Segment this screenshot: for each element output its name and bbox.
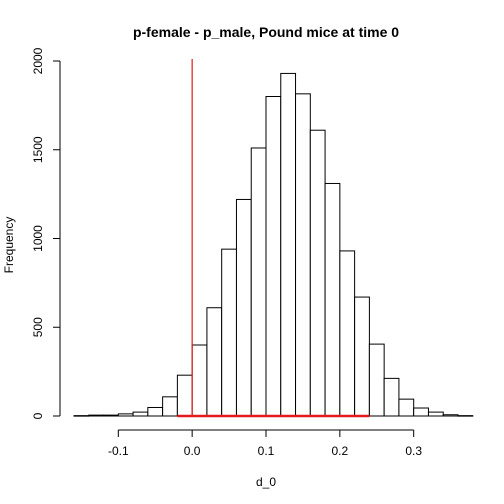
- x-tick-label-3: 0.2: [332, 444, 349, 458]
- histogram-bar-15: [295, 93, 311, 417]
- histogram-bar-3: [117, 413, 134, 417]
- x-tick-label-4: 0.3: [405, 444, 422, 458]
- y-axis: 0 500 1000 1500 2000: [31, 47, 61, 419]
- histogram-bar-22: [398, 398, 415, 417]
- histogram-bar-4: [132, 411, 149, 417]
- histogram-bar-9: [206, 307, 223, 417]
- chart-title: p-female - p_male, Pound mice at time 0: [133, 24, 399, 40]
- histogram-bar-7: [176, 374, 193, 417]
- x-tick-label-1: 0.0: [184, 444, 201, 458]
- histogram-bar-20: [368, 343, 385, 417]
- y-tick-label-4: 2000: [31, 47, 45, 74]
- x-axis-label: d_0: [256, 475, 276, 489]
- histogram-bar-19: [354, 296, 370, 417]
- histogram-bar-13: [265, 96, 282, 417]
- y-tick-label-3: 1500: [31, 136, 45, 163]
- histogram-bar-25: [442, 414, 459, 417]
- histogram-bar-12: [250, 147, 267, 417]
- histogram-bar-6: [162, 396, 178, 417]
- x-axis: -0.1 0.0 0.1 0.2 0.3: [108, 429, 422, 458]
- histogram-bar-8: [191, 344, 208, 417]
- y-tick-label-0: 0: [31, 412, 45, 419]
- histogram-bar-10: [221, 248, 237, 417]
- histogram-bar-24: [427, 411, 444, 417]
- histogram-bar-5: [147, 406, 164, 417]
- histogram-bar-14: [280, 72, 297, 417]
- y-axis-label: Frequency: [2, 217, 16, 274]
- overlays: [177, 59, 370, 418]
- histogram-bar-21: [383, 377, 400, 417]
- histogram-bar-16: [309, 129, 326, 417]
- histogram-bar-17: [324, 182, 341, 417]
- histogram-bar-26: [457, 415, 474, 417]
- y-tick-label-2: 1000: [31, 225, 45, 252]
- histogram-bar-1: [88, 414, 105, 417]
- histogram-bar-11: [235, 198, 252, 417]
- histogram-bar-2: [103, 414, 119, 417]
- y-tick-label-1: 500: [31, 317, 45, 337]
- histogram-bars: [73, 72, 474, 417]
- histogram-bar-23: [413, 407, 429, 417]
- histogram-bar-0: [73, 415, 90, 417]
- x-tick-label-2: 0.1: [258, 444, 275, 458]
- histogram-bar-18: [339, 250, 356, 417]
- x-tick-label-0: -0.1: [108, 444, 129, 458]
